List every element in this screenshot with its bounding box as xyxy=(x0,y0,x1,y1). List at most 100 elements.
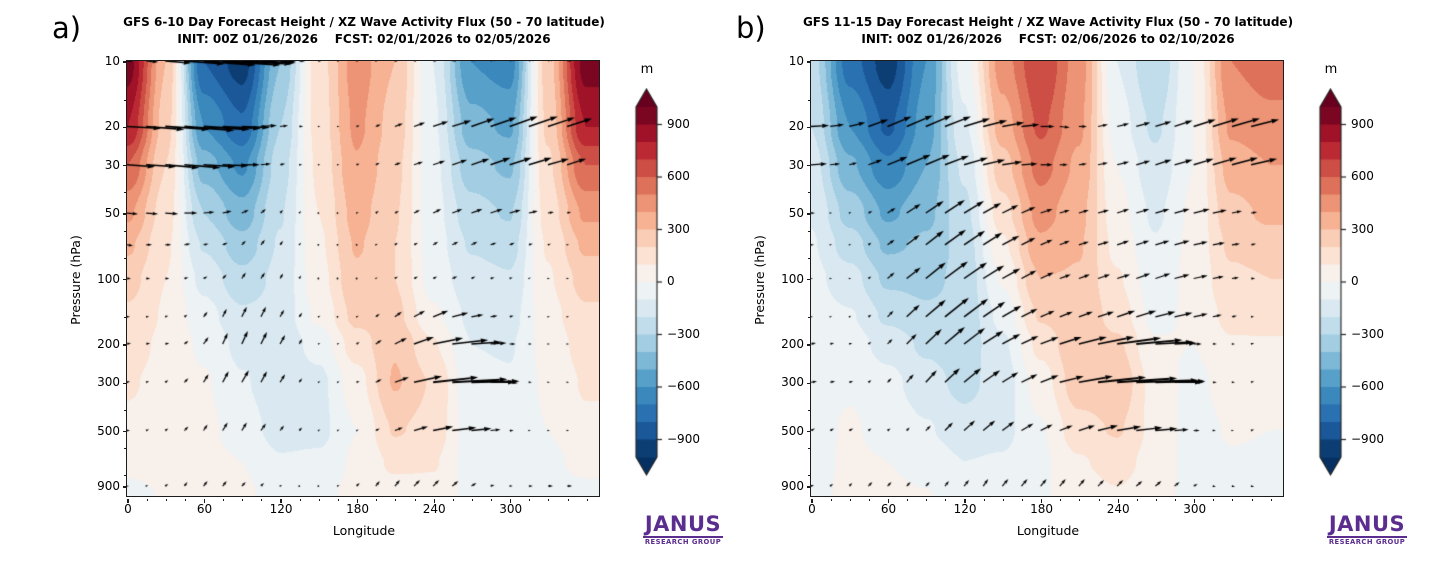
x-major-tick xyxy=(887,499,890,503)
janus-logo-rule xyxy=(1327,536,1407,538)
janus-logo-rule xyxy=(643,536,723,538)
y-minor-tick xyxy=(124,448,127,450)
y-minor-tick xyxy=(808,192,811,194)
y-major-tick xyxy=(806,165,811,167)
y-tick-label: 100 xyxy=(97,271,120,286)
y-major-tick xyxy=(122,165,127,167)
colorbar-tick-label: 900 xyxy=(667,116,690,131)
colorbar-tick-label: −600 xyxy=(667,379,700,393)
y-axis-label-b: Pressure (hPa) xyxy=(752,235,767,325)
y-tick-label: 300 xyxy=(97,375,120,390)
janus-logo-b: JANUS RESEARCH GROUP xyxy=(1325,514,1409,546)
colorbar-tick-label: 600 xyxy=(1351,169,1374,183)
x-minor-tick xyxy=(529,499,531,502)
contour-quiver-canvas-b xyxy=(811,61,1283,496)
x-axis-label-b: Longitude xyxy=(1016,523,1080,538)
chart-subtitle-b: INIT: 00Z 01/26/2026 FCST: 02/06/2026 to… xyxy=(861,32,1235,46)
x-major-tick xyxy=(1194,499,1196,503)
y-minor-tick xyxy=(124,230,127,232)
panel-a: a) GFS 6-10 Day Forecast Height / XZ Wav… xyxy=(52,11,723,546)
colorbar-tick-label: 0 xyxy=(1351,274,1359,288)
chart-title-a: GFS 6-10 Day Forecast Height / XZ Wave A… xyxy=(123,15,605,29)
x-tick-label: 180 xyxy=(346,502,370,516)
x-minor-tick xyxy=(1021,499,1023,502)
y-tick-label: 20 xyxy=(788,119,804,134)
y-major-tick xyxy=(122,213,127,215)
colorbar-tick-label: 900 xyxy=(1351,116,1374,131)
y-minor-tick xyxy=(808,257,811,259)
chart-subtitle-a: INIT: 00Z 01/26/2026 FCST: 02/01/2026 to… xyxy=(177,32,551,46)
y-major-tick xyxy=(122,278,127,281)
colorbar-a xyxy=(634,88,666,494)
y-major-tick xyxy=(122,382,127,384)
x-minor-tick xyxy=(1232,499,1234,502)
x-minor-tick xyxy=(1155,499,1157,502)
contour-quiver-canvas-a xyxy=(127,61,599,496)
x-minor-tick xyxy=(945,499,947,502)
y-tick-label: 900 xyxy=(781,479,804,494)
y-major-tick xyxy=(122,126,127,129)
x-major-tick xyxy=(1117,499,1119,503)
y-axis-label-a: Pressure (hPa) xyxy=(68,235,83,325)
x-minor-tick xyxy=(146,499,148,502)
x-tick-label: 120 xyxy=(953,502,977,516)
y-minor-tick xyxy=(124,192,127,194)
y-tick-label: 200 xyxy=(781,336,804,351)
y-minor-tick xyxy=(124,317,127,319)
y-minor-tick xyxy=(808,317,811,319)
colorbar-tick-label: 300 xyxy=(1351,221,1374,236)
y-minor-tick xyxy=(808,475,811,477)
y-tick-label: 10 xyxy=(104,54,120,68)
x-minor-tick xyxy=(1175,499,1177,502)
y-major-tick xyxy=(806,126,811,129)
y-major-tick xyxy=(806,61,811,63)
y-minor-tick xyxy=(124,475,127,477)
janus-logo-subtitle: RESEARCH GROUP xyxy=(644,538,722,546)
y-major-tick xyxy=(806,430,811,433)
y-tick-label: 900 xyxy=(97,479,120,494)
janus-logo-a: JANUS RESEARCH GROUP xyxy=(641,514,725,546)
colorbar-b xyxy=(1318,88,1350,494)
x-minor-tick xyxy=(1079,499,1081,502)
x-major-tick xyxy=(811,499,813,503)
x-tick-label: 0 xyxy=(808,502,816,516)
colorbar-tick-label: 300 xyxy=(667,221,690,236)
x-tick-label: 60 xyxy=(880,502,897,516)
x-tick-label: 240 xyxy=(1106,502,1130,516)
y-minor-tick xyxy=(124,409,127,411)
y-tick-label: 100 xyxy=(781,271,804,286)
x-minor-tick xyxy=(376,499,378,502)
x-tick-label: 60 xyxy=(196,502,213,516)
panel-letter-b: b) xyxy=(736,11,766,45)
x-axis-label-a: Longitude xyxy=(332,523,396,538)
y-major-tick xyxy=(806,278,811,281)
y-tick-label: 500 xyxy=(781,423,804,438)
x-minor-tick xyxy=(1136,499,1138,502)
contour-plot-b xyxy=(810,60,1284,497)
panel-letter-a: a) xyxy=(52,11,82,45)
x-minor-tick xyxy=(907,499,909,502)
x-minor-tick xyxy=(1098,499,1100,502)
colorbar-tick-label: −900 xyxy=(1351,431,1384,446)
y-tick-label: 200 xyxy=(97,336,120,351)
x-minor-tick xyxy=(414,499,416,502)
x-minor-tick xyxy=(242,499,244,502)
x-minor-tick xyxy=(1251,499,1253,502)
x-tick-label: 120 xyxy=(269,502,293,516)
colorbar-tick-label: −300 xyxy=(667,326,700,341)
y-major-tick xyxy=(806,213,811,215)
x-minor-tick xyxy=(318,499,320,502)
y-tick-label: 20 xyxy=(104,119,120,134)
y-minor-tick xyxy=(124,99,127,101)
x-minor-tick xyxy=(165,499,167,502)
panel-b: b) GFS 11-15 Day Forecast Height / XZ Wa… xyxy=(684,0,1407,576)
x-minor-tick xyxy=(926,499,928,502)
x-major-tick xyxy=(1041,499,1043,503)
x-minor-tick xyxy=(868,499,870,502)
x-minor-tick xyxy=(1213,499,1215,502)
y-major-tick xyxy=(122,430,127,433)
colorbar-unit-b: m xyxy=(1324,62,1338,77)
y-major-tick xyxy=(806,486,811,488)
x-minor-tick xyxy=(299,499,301,502)
